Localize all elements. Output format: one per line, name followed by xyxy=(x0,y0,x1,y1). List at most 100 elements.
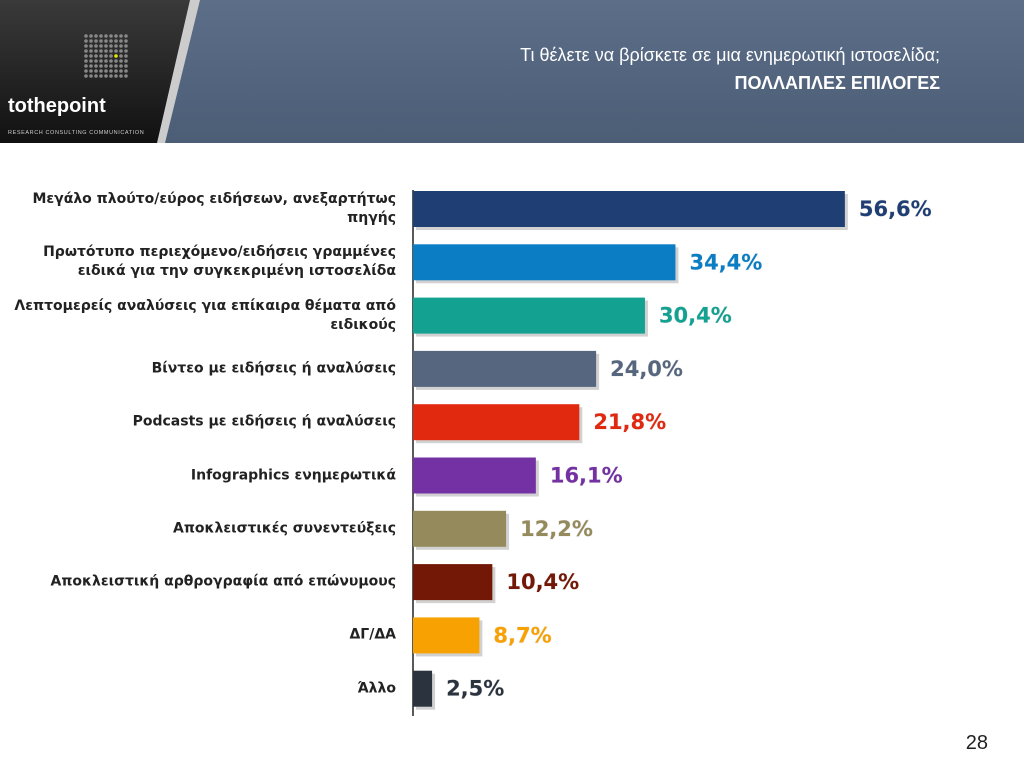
logo-dot xyxy=(104,44,108,48)
category-label: Βίντεο με ειδήσεις ή αναλύσεις xyxy=(151,360,396,377)
logo-dot xyxy=(89,54,93,58)
header: tothepoint RESEARCH CONSULTING COMMUNICA… xyxy=(0,0,1024,143)
logo-dot xyxy=(109,44,113,48)
logo-dot xyxy=(104,74,108,78)
logo-dot xyxy=(89,34,93,38)
logo-dot xyxy=(109,39,113,43)
logo-dot xyxy=(124,64,128,68)
category-label: Άλλο xyxy=(357,680,397,697)
logo-dot xyxy=(99,54,103,58)
logo-dot xyxy=(124,59,128,63)
value-label: 10,4% xyxy=(506,570,579,594)
logo: tothepoint xyxy=(8,95,106,117)
tagline: RESEARCH CONSULTING COMMUNICATION xyxy=(8,130,144,136)
category-label: Λεπτομερείς αναλύσεις για επίκαιρα θέματ… xyxy=(14,297,396,333)
logo-dot xyxy=(94,64,98,68)
category-label: Infographics ενημερωτικά xyxy=(190,467,396,483)
logo-dot xyxy=(94,59,98,63)
logo-dot xyxy=(109,49,113,53)
logo-dot xyxy=(114,49,118,53)
logo-dot xyxy=(84,39,88,43)
logo-dot xyxy=(104,49,108,53)
bar xyxy=(413,297,645,334)
bar xyxy=(413,244,676,281)
logo-dot xyxy=(99,74,103,78)
bar-shadow xyxy=(416,460,539,497)
logo-dot xyxy=(104,59,108,63)
value-label: 12,2% xyxy=(520,517,593,541)
logo-dot xyxy=(89,69,93,73)
bar xyxy=(413,564,493,601)
logo-dot xyxy=(89,49,93,53)
logo-dot xyxy=(114,64,118,68)
bar-shadow xyxy=(416,247,679,284)
logo-dot xyxy=(119,44,123,48)
value-label: 16,1% xyxy=(550,464,623,488)
logo-dot xyxy=(89,64,93,68)
logo-dot xyxy=(94,69,98,73)
value-label: 34,4% xyxy=(689,250,762,274)
logo-dot xyxy=(109,54,113,58)
value-label: 8,7% xyxy=(493,623,551,647)
logo-dot xyxy=(124,69,128,73)
logo-dot xyxy=(109,59,113,63)
logo-dot xyxy=(124,44,128,48)
subtitle: ΠΟΛΛΑΠΛΕΣ ΕΠΙΛΟΓΕΣ xyxy=(734,73,941,93)
logo-dot xyxy=(114,69,118,73)
bar xyxy=(413,457,536,494)
bar-shadow xyxy=(416,194,848,230)
logo-dot xyxy=(99,69,103,73)
bar xyxy=(413,191,845,227)
logo-dot xyxy=(94,49,98,53)
logo-dot xyxy=(114,74,118,78)
category-label: Αποκλειστικές συνεντεύξεις xyxy=(172,520,396,537)
bar-shadow xyxy=(416,353,600,390)
logo-dot xyxy=(99,64,103,68)
logo-dot xyxy=(119,59,123,63)
logo-dot xyxy=(84,49,88,53)
logo-dot xyxy=(99,49,103,53)
logo-dot xyxy=(114,44,118,48)
category-label: Podcasts με ειδήσεις ή αναλύσεις xyxy=(132,413,396,430)
logo-dot xyxy=(94,74,98,78)
category-label: Αποκλειστική αρθρογραφία από επώνυμους xyxy=(50,573,396,590)
logo-dot xyxy=(114,34,118,38)
logo-dot xyxy=(84,54,88,58)
logo-dot xyxy=(114,39,118,43)
logo-dot xyxy=(84,64,88,68)
value-label: 21,8% xyxy=(593,410,666,434)
logo-dot xyxy=(124,49,128,53)
value-label: 56,6% xyxy=(859,197,932,221)
bar-shadow xyxy=(416,673,436,710)
value-label: 2,5% xyxy=(446,677,504,701)
logo-dot xyxy=(119,69,123,73)
logo-dot xyxy=(84,44,88,48)
logo-dot xyxy=(94,39,98,43)
logo-dot xyxy=(99,39,103,43)
logo-dot xyxy=(89,74,93,78)
logo-dot xyxy=(84,34,88,38)
logo-dot xyxy=(119,54,123,58)
logo-dot xyxy=(109,74,113,78)
logo-dot xyxy=(84,69,88,73)
logo-dot xyxy=(89,39,93,43)
logo-dot xyxy=(119,64,123,68)
value-label: 24,0% xyxy=(610,357,683,381)
bar-shadow xyxy=(416,300,648,337)
logo-dot xyxy=(119,74,123,78)
bar-shadow xyxy=(416,567,496,604)
logo-dot xyxy=(109,34,113,38)
logo-dot xyxy=(119,49,123,53)
bar-shadow xyxy=(416,620,483,657)
bar xyxy=(413,350,597,387)
logo-dot xyxy=(114,59,118,63)
bar-shadow xyxy=(416,407,583,444)
logo-dot xyxy=(124,74,128,78)
logo-dot xyxy=(104,54,108,58)
bar xyxy=(413,510,507,547)
logo-dot xyxy=(84,74,88,78)
logo-dot xyxy=(114,54,118,58)
category-label: ΔΓ/ΔΑ xyxy=(349,626,396,643)
value-label: 30,4% xyxy=(659,304,732,328)
logo-dot xyxy=(89,44,93,48)
